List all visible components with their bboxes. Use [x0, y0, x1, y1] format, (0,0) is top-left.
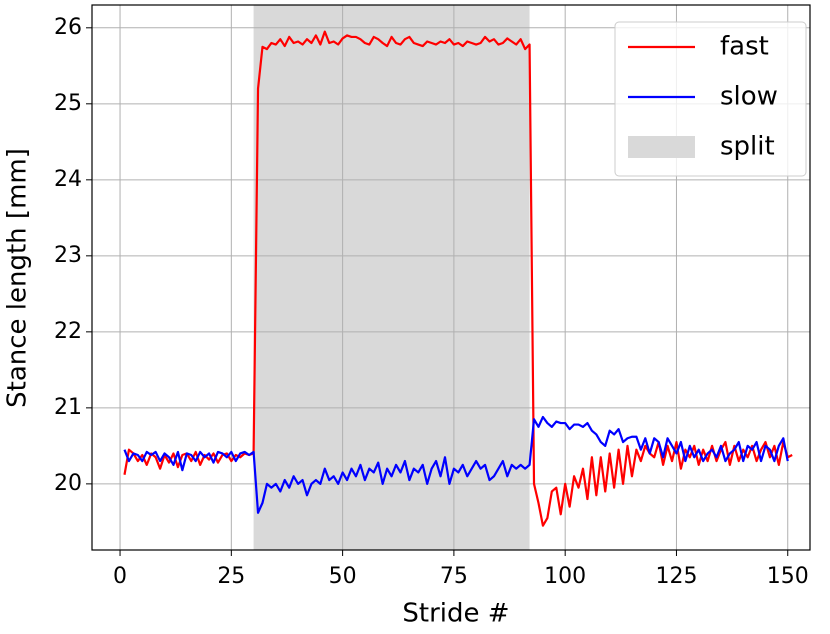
y-tick-label: 24 [54, 167, 82, 192]
x-tick-label: 125 [655, 564, 697, 589]
x-tick-label: 150 [767, 564, 809, 589]
y-tick-label: 23 [54, 243, 82, 268]
line-slow [123, 415, 789, 514]
x-tick-label: 50 [329, 564, 357, 589]
plot-frame [91, 4, 811, 551]
split-span [253, 5, 530, 550]
y-tick-label: 20 [54, 471, 82, 496]
x-axis-label: Stride # [402, 599, 509, 629]
y-tick-label: 26 [54, 15, 82, 40]
y-tick-label: 21 [54, 395, 82, 420]
y-tick-label: 22 [54, 319, 82, 344]
legend-label: split [720, 132, 775, 162]
line-fast [123, 30, 793, 527]
x-tick-label: 0 [113, 564, 127, 589]
legend-patch [628, 136, 695, 158]
x-tick-label: 75 [440, 564, 468, 589]
y-axis-label: Stance length [mm] [3, 148, 33, 408]
x-tick-label: 100 [544, 564, 586, 589]
x-tick-label: 25 [217, 564, 245, 589]
legend-label: slow [720, 82, 778, 112]
y-tick-label: 25 [54, 91, 82, 116]
legend-label: fast [720, 32, 769, 62]
